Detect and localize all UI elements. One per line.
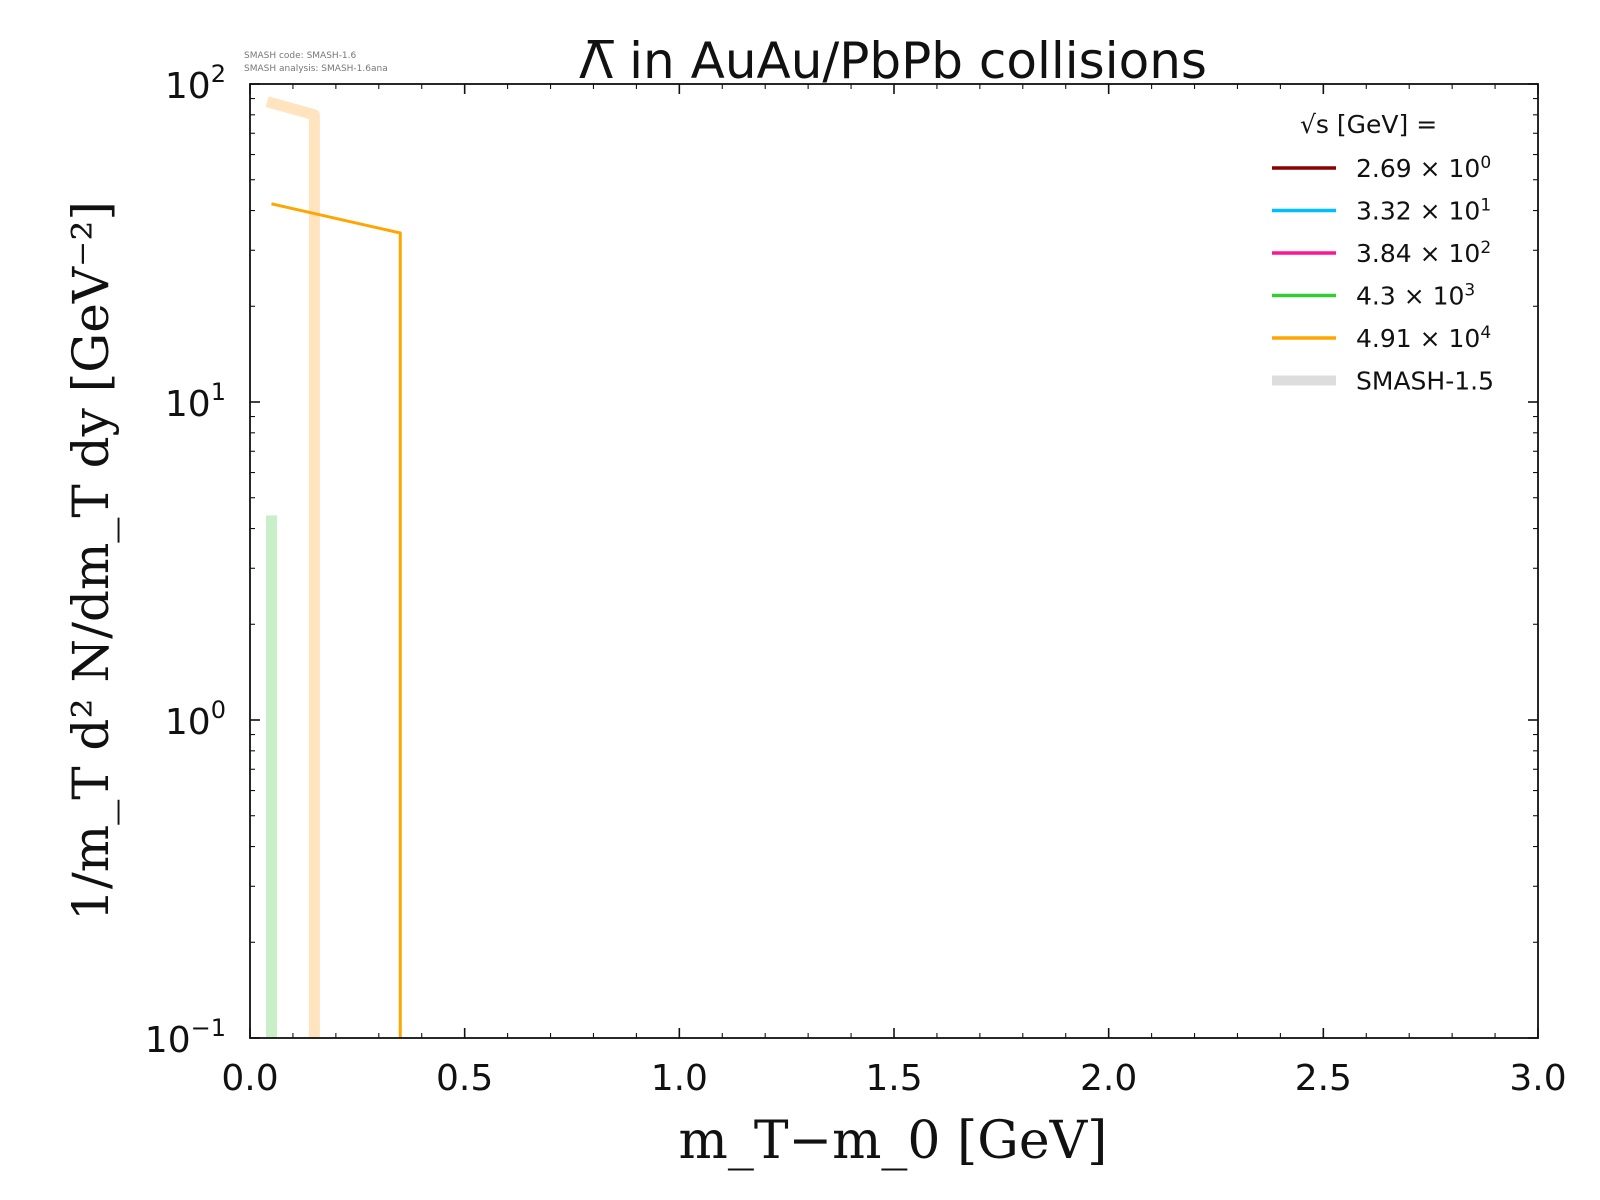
series-curves — [271, 202, 402, 1038]
x-tick-label: 0.0 — [221, 1058, 278, 1099]
version-note-analysis: SMASH analysis: SMASH-1.6ana — [244, 64, 388, 74]
version-note-code: SMASH code: SMASH-1.6 — [244, 51, 357, 61]
x-tick-label: 1.5 — [865, 1058, 922, 1099]
y-tick-label: 10−1 — [145, 1014, 226, 1061]
x-tick-label: 2.5 — [1295, 1058, 1352, 1099]
chart-title: Λ̅ in AuAu/PbPb collisions — [579, 32, 1207, 90]
x-axis-label: m_T−m_0 [GeV] — [679, 1111, 1108, 1171]
x-tick-label: 2.0 — [1080, 1058, 1137, 1099]
reference-curves — [265, 96, 320, 1038]
legend-label: 4.3 × 103 — [1356, 281, 1475, 311]
legend: √s [GeV] = 2.69 × 100 3.32 × 101 3.84 × 10… — [1272, 110, 1494, 396]
x-tick-labels: 0.0 0.5 1.0 1.5 2.0 2.5 3.0 — [221, 1058, 1566, 1099]
y-axis-label: 1/m_T d² N/dm_T dy [GeV⁻²] — [62, 201, 120, 921]
reference-curve — [265, 96, 320, 1038]
legend-label: 2.69 × 100 — [1356, 153, 1491, 183]
legend-label: 4.91 × 104 — [1356, 323, 1491, 353]
axis-ticks — [249, 83, 1539, 1039]
y-tick-label: 102 — [165, 60, 226, 107]
y-tick-label: 100 — [165, 696, 226, 743]
x-tick-label: 3.0 — [1509, 1058, 1566, 1099]
x-tick-label: 0.5 — [436, 1058, 493, 1099]
y-tick-labels: 10−1 100 101 102 — [145, 60, 226, 1061]
series-line — [271, 202, 402, 1038]
y-tick-label: 101 — [165, 378, 226, 425]
legend-label: 3.32 × 101 — [1356, 196, 1491, 226]
x-tick-label: 1.0 — [651, 1058, 708, 1099]
legend-label: SMASH-1.5 — [1356, 367, 1494, 396]
legend-label: 3.84 × 102 — [1356, 238, 1491, 268]
legend-title: √s [GeV] = — [1300, 110, 1437, 139]
